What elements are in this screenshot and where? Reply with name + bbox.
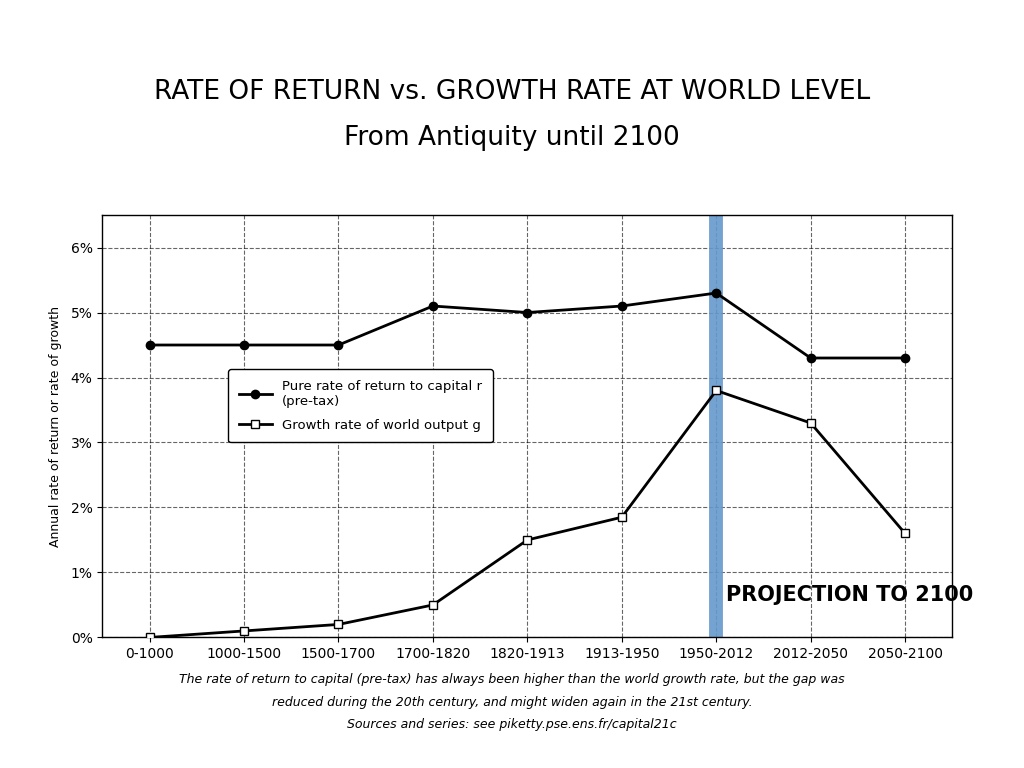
Text: RATE OF RETURN vs. GROWTH RATE AT WORLD LEVEL: RATE OF RETURN vs. GROWTH RATE AT WORLD … [154, 79, 870, 105]
Y-axis label: Annual rate of return or rate of growth: Annual rate of return or rate of growth [49, 306, 62, 547]
Text: PROJECTION TO 2100: PROJECTION TO 2100 [726, 585, 973, 605]
Legend: Pure rate of return to capital r
(pre-tax), Growth rate of world output g: Pure rate of return to capital r (pre-ta… [228, 369, 493, 442]
Text: Sources and series: see piketty.pse.ens.fr/capital21c: Sources and series: see piketty.pse.ens.… [347, 718, 677, 730]
Text: From Antiquity until 2100: From Antiquity until 2100 [344, 125, 680, 151]
Text: The rate of return to capital (pre-tax) has always been higher than the world gr: The rate of return to capital (pre-tax) … [179, 674, 845, 686]
Text: reduced during the 20th century, and might widen again in the 21st century.: reduced during the 20th century, and mig… [271, 697, 753, 709]
